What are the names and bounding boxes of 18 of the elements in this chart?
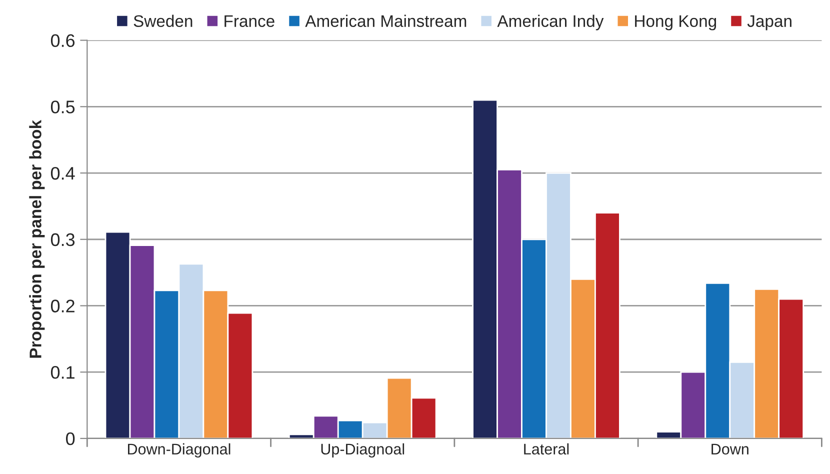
y-tick-label: 0.6 bbox=[50, 34, 75, 48]
y-tick-label: 0.4 bbox=[50, 166, 75, 180]
legend-label: American Indy bbox=[497, 14, 604, 30]
y-tick-label: 0.1 bbox=[50, 366, 74, 379]
y-tick-label: 0.3 bbox=[50, 233, 75, 246]
x-tick-label: Lateral bbox=[524, 443, 569, 455]
legend-label: France bbox=[224, 15, 274, 27]
y-tick-label: 0 bbox=[66, 432, 75, 446]
y-tick-label: 0.5 bbox=[50, 100, 75, 114]
legend-label: Japan bbox=[747, 15, 792, 30]
x-tick-label: Down bbox=[712, 444, 748, 455]
x-tick-label: Down-Diagonal bbox=[128, 443, 230, 458]
legend-label: Sweden bbox=[134, 14, 192, 27]
legend-label: Hong Kong bbox=[635, 15, 716, 30]
legend-label: American Mainstream bbox=[305, 14, 466, 27]
y-axis-title: Proportion per panel per book bbox=[29, 120, 45, 358]
y-tick-label: 0.2 bbox=[50, 300, 74, 312]
x-tick-label: Up-Diagnoal bbox=[321, 443, 404, 458]
